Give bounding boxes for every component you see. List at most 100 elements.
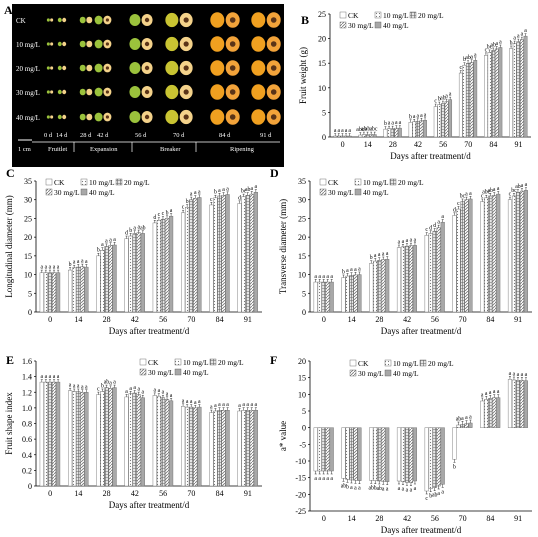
- significance-letter: c: [457, 201, 460, 207]
- significance-letter: a: [137, 225, 140, 231]
- significance-letter: a: [194, 190, 197, 196]
- chart-panel-d: D 0 5 10 15 20 25 30 35 Transverse diameter (mm) D…: [270, 166, 532, 336]
- sectioned-fruit: [50, 18, 54, 22]
- bar-c: [132, 233, 137, 313]
- bar-b: [444, 101, 449, 138]
- significance-letter: a: [314, 274, 317, 280]
- significance-letter: abc: [356, 127, 364, 133]
- significance-letter: a: [345, 128, 348, 134]
- significance-letter: a: [465, 192, 468, 198]
- significance-letter: a: [85, 259, 88, 265]
- bar-e: [193, 407, 198, 487]
- bar-e: [225, 410, 230, 487]
- significance-letter: a: [348, 128, 351, 134]
- significance-letter: a: [485, 391, 488, 397]
- panel-letter: C: [6, 166, 15, 180]
- bar-c: [181, 212, 186, 313]
- significance-letter: a: [57, 374, 60, 380]
- significance-letter: a: [109, 380, 112, 386]
- whole-fruit: [251, 84, 266, 100]
- fruit-seed: [183, 41, 189, 47]
- significance-letter: abc: [482, 190, 490, 196]
- photo-background: [12, 4, 284, 167]
- bar-b: [412, 121, 417, 138]
- y-tick-label: 1.4: [22, 373, 32, 382]
- bar-f: [353, 427, 358, 481]
- bar-d: [464, 199, 469, 313]
- bar-c: [209, 204, 214, 313]
- photo-day-label: 28 d: [80, 132, 92, 139]
- significance-letter: a: [461, 416, 464, 422]
- fruit-seed: [183, 17, 189, 23]
- whole-fruit: [129, 61, 141, 75]
- y-tick-label: -25: [295, 507, 306, 516]
- bar-b: [523, 35, 528, 138]
- significance-letter: a: [77, 259, 80, 265]
- bar-d: [488, 195, 493, 313]
- significance-letter: a: [158, 388, 161, 394]
- significance-letter: a: [170, 393, 173, 399]
- legend-swatch: [349, 369, 357, 377]
- x-tick-label: 56: [439, 140, 447, 149]
- fruit-seed: [229, 41, 236, 47]
- whole-fruit: [251, 109, 266, 125]
- x-tick-label: 56: [431, 315, 439, 324]
- x-tick-label: 28: [375, 315, 383, 324]
- significance-letter: a: [190, 399, 193, 405]
- bar-b: [340, 135, 345, 138]
- bar-f: [373, 427, 378, 481]
- bar-f: [484, 399, 489, 428]
- legend-label: 30 mg/L: [358, 369, 384, 378]
- bar-b: [441, 103, 445, 138]
- fruit-seed: [270, 114, 277, 120]
- significance-letter: a: [358, 486, 361, 492]
- x-tick-label: 0: [322, 514, 326, 523]
- bar-c: [80, 266, 85, 313]
- significance-letter: c: [481, 193, 484, 199]
- significance-letter: a: [322, 476, 325, 482]
- sectioned-fruit: [62, 41, 67, 47]
- bar-e: [253, 410, 258, 487]
- bar-b: [466, 63, 470, 138]
- bar-c: [225, 194, 230, 313]
- legend-label: 10 mg/L: [89, 178, 115, 187]
- x-tick-label: 0: [341, 140, 345, 149]
- bar-d: [396, 247, 402, 313]
- bar-e: [96, 394, 101, 487]
- y-axis-label: Longitudinal diameter (mm): [4, 195, 14, 297]
- bar-f: [408, 427, 413, 483]
- bar-d: [484, 197, 489, 313]
- x-tick-label: 84: [486, 514, 494, 523]
- significance-letter: a: [338, 128, 341, 134]
- x-tick-label: 0: [48, 315, 52, 324]
- panel-letter: E: [6, 353, 14, 367]
- x-tick-label: 42: [403, 315, 411, 324]
- bar-c: [156, 220, 161, 313]
- bar-c: [193, 198, 198, 313]
- bar-c: [84, 266, 89, 313]
- bar-b: [336, 135, 341, 138]
- y-tick-label: 10: [24, 271, 32, 280]
- bar-d: [460, 201, 465, 313]
- significance-letter: a: [194, 400, 197, 406]
- significance-letter: ab: [341, 483, 347, 489]
- photo-row-label: 20 mg/L: [16, 65, 40, 73]
- bar-e: [124, 396, 129, 487]
- bar-e: [132, 392, 137, 487]
- legend-label: 20 mg/L: [124, 178, 150, 187]
- y-tick-label: 0.8: [22, 420, 32, 429]
- bar-e: [39, 381, 44, 487]
- x-tick-label: 91: [244, 489, 252, 498]
- bar-b: [383, 128, 388, 138]
- bar-c: [164, 218, 170, 313]
- bar-f: [511, 379, 517, 428]
- bar-d: [321, 281, 326, 313]
- bar-f: [460, 424, 465, 428]
- whole-fruit: [129, 37, 141, 51]
- fruit-seed: [229, 17, 236, 23]
- legend-label: 10 mg/L: [183, 358, 209, 367]
- significance-letter: a: [45, 265, 48, 271]
- bar-c: [96, 255, 101, 313]
- legend-label: CK: [54, 178, 65, 187]
- bar-d: [515, 192, 521, 313]
